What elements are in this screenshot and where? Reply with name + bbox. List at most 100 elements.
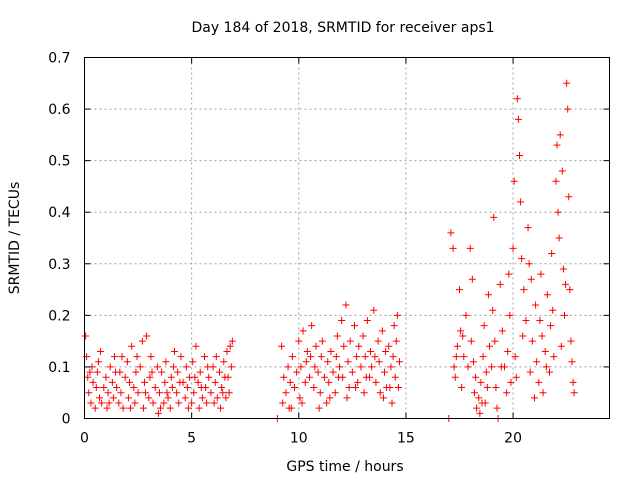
data-point bbox=[282, 389, 290, 397]
data-point bbox=[211, 378, 219, 386]
data-point bbox=[541, 347, 549, 355]
data-point bbox=[123, 358, 131, 366]
data-point bbox=[191, 373, 199, 381]
data-point bbox=[512, 373, 520, 381]
data-point bbox=[553, 141, 561, 149]
data-point bbox=[334, 373, 342, 381]
data-point bbox=[284, 363, 292, 371]
data-point bbox=[96, 394, 103, 402]
data-point bbox=[389, 353, 397, 361]
data-point bbox=[293, 368, 301, 376]
data-point bbox=[92, 384, 100, 392]
data-point bbox=[119, 404, 127, 412]
data-point bbox=[117, 389, 125, 397]
data-point bbox=[371, 353, 379, 361]
data-point bbox=[336, 363, 343, 371]
data-point bbox=[451, 373, 459, 381]
data-point bbox=[132, 368, 140, 376]
axes: 0 0.1 0.2 0.3 0.4 0.5 0.6 0.7 0 5 10 15 20 bbox=[48, 51, 610, 447]
data-point bbox=[342, 301, 350, 309]
data-point bbox=[156, 389, 163, 397]
data-point bbox=[394, 384, 402, 392]
data-point bbox=[164, 394, 172, 402]
data-point bbox=[388, 399, 396, 407]
data-point bbox=[168, 384, 176, 392]
data-point bbox=[480, 322, 488, 330]
data-point bbox=[220, 358, 228, 366]
data-point bbox=[301, 378, 309, 386]
data-point bbox=[141, 378, 148, 386]
data-point bbox=[190, 389, 198, 397]
data-point bbox=[226, 342, 234, 350]
data-point bbox=[149, 399, 157, 407]
data-point bbox=[528, 337, 536, 345]
data-point bbox=[526, 368, 534, 376]
data-point bbox=[567, 337, 575, 345]
data-point bbox=[126, 378, 133, 386]
data-point bbox=[194, 378, 202, 386]
data-point bbox=[531, 394, 538, 402]
data-point bbox=[317, 353, 325, 361]
data-point bbox=[327, 347, 335, 355]
data-point bbox=[475, 394, 483, 402]
data-point bbox=[325, 378, 333, 386]
data-point bbox=[555, 234, 563, 242]
data-point bbox=[198, 394, 206, 402]
data-point bbox=[212, 353, 220, 361]
data-point bbox=[210, 399, 218, 407]
data-point bbox=[279, 399, 287, 407]
data-point bbox=[456, 286, 463, 294]
data-point bbox=[189, 358, 197, 366]
data-point bbox=[473, 404, 481, 412]
data-point bbox=[507, 378, 515, 386]
x-tick-label: 10 bbox=[290, 431, 308, 447]
data-point bbox=[476, 409, 484, 417]
data-point bbox=[563, 79, 571, 87]
data-point bbox=[134, 389, 142, 397]
x-axis-label: GPS time / hours bbox=[286, 459, 403, 475]
data-point bbox=[360, 389, 368, 397]
data-point bbox=[118, 353, 126, 361]
data-point bbox=[103, 404, 111, 412]
data-point bbox=[570, 389, 578, 397]
data-point bbox=[161, 378, 169, 386]
data-point bbox=[102, 373, 110, 381]
y-tick-label: 0 bbox=[62, 412, 71, 428]
data-point bbox=[546, 368, 553, 376]
data-point bbox=[449, 244, 457, 252]
data-point bbox=[113, 384, 121, 392]
data-point bbox=[158, 368, 166, 376]
data-point bbox=[491, 337, 499, 345]
data-point bbox=[133, 353, 141, 361]
data-point bbox=[387, 363, 395, 371]
data-point bbox=[460, 353, 468, 361]
data-point bbox=[391, 373, 399, 381]
data-point bbox=[104, 389, 112, 397]
data-point bbox=[162, 358, 170, 366]
data-point bbox=[568, 358, 576, 366]
data-point bbox=[510, 177, 518, 185]
data-point bbox=[203, 399, 211, 407]
data-point bbox=[469, 358, 477, 366]
data-point bbox=[177, 353, 185, 361]
data-point bbox=[93, 368, 101, 376]
chart-title: Day 184 of 2018, SRMTID for receiver aps… bbox=[191, 20, 494, 36]
data-point bbox=[331, 389, 339, 397]
data-point bbox=[549, 306, 557, 314]
data-point bbox=[566, 286, 574, 294]
data-point bbox=[153, 363, 161, 371]
data-point bbox=[207, 389, 215, 397]
data-point bbox=[517, 198, 525, 206]
data-point bbox=[532, 301, 540, 309]
data-point bbox=[160, 399, 168, 407]
data-point bbox=[353, 353, 361, 361]
data-point bbox=[505, 270, 513, 278]
data-point bbox=[351, 322, 358, 330]
data-point bbox=[361, 353, 369, 361]
data-point bbox=[124, 394, 132, 402]
x-tick-label: 5 bbox=[187, 431, 196, 447]
x-tick-label: 15 bbox=[397, 431, 415, 447]
data-point bbox=[468, 275, 476, 283]
data-point bbox=[314, 368, 322, 376]
data-point bbox=[385, 342, 393, 350]
